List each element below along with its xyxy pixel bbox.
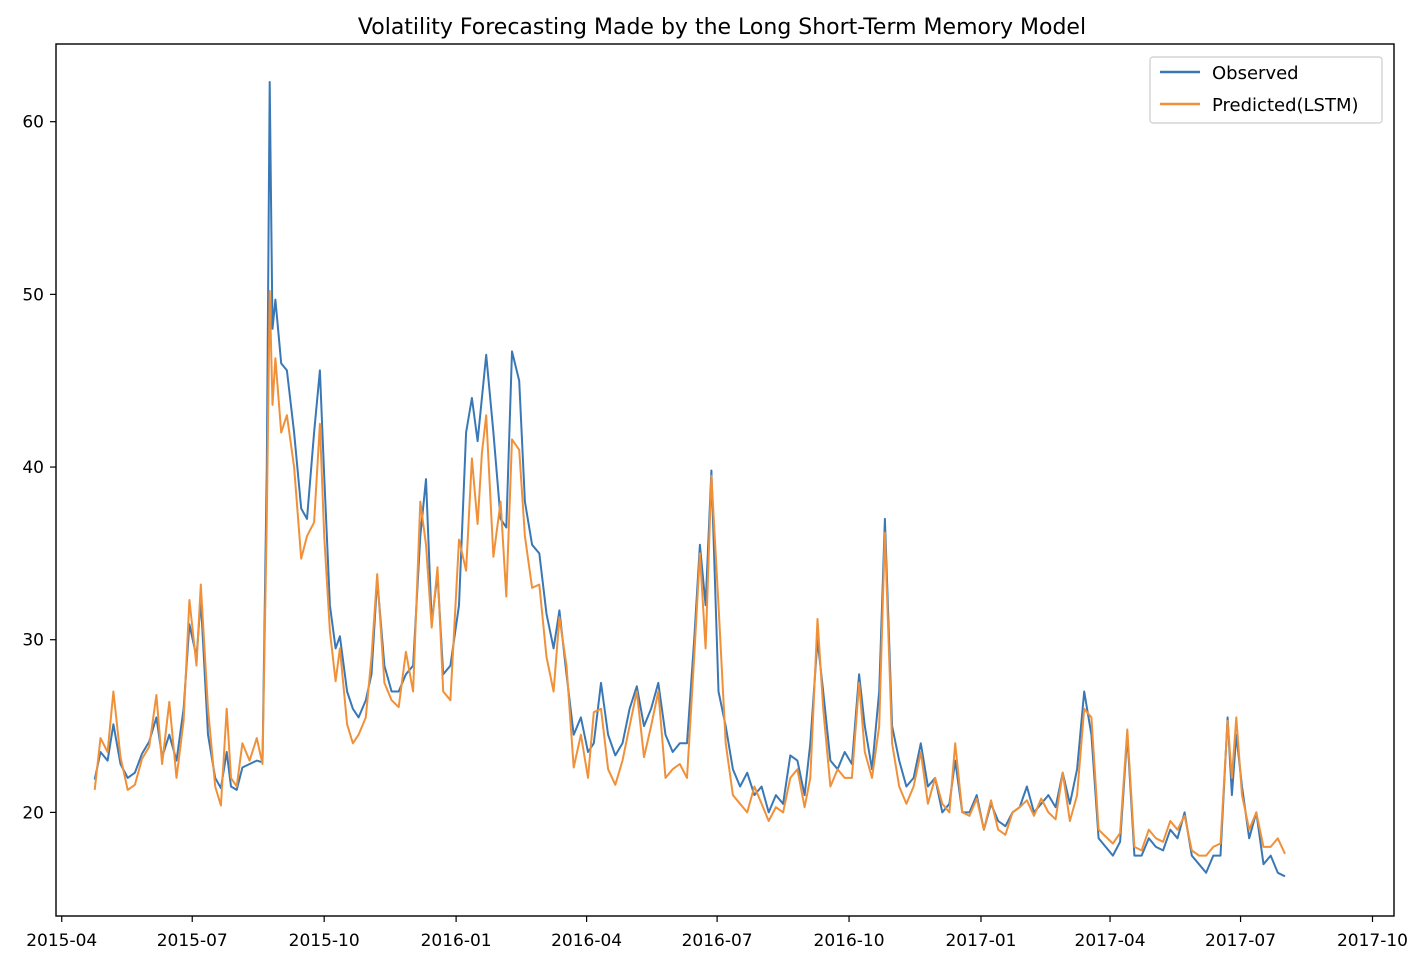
axes: 2015-04 2015-07 2015-10 2016-01 2016-04 2016-… — [22, 113, 1408, 951]
x-tick-label: 2017-10 — [1337, 931, 1408, 951]
x-tick-label: 2016-01 — [421, 931, 492, 951]
legend-label-predicted: Predicted(LSTM) — [1212, 95, 1359, 116]
x-tick-label: 2017-01 — [945, 931, 1016, 951]
series-line-observed — [93, 81, 1286, 878]
chart-title: Volatility Forecasting Made by the Long … — [358, 15, 1086, 40]
y-tick-label: 50 — [22, 285, 44, 305]
plot-area — [93, 81, 1286, 878]
x-tick-label: 2017-07 — [1205, 931, 1276, 951]
y-tick-label: 30 — [22, 631, 44, 651]
y-tick-label: 40 — [22, 458, 44, 478]
x-tick-label: 2015-10 — [289, 931, 360, 951]
y-tick-label: 60 — [22, 113, 44, 133]
legend-box — [1149, 56, 1383, 124]
x-tick-label: 2015-04 — [26, 931, 97, 951]
x-tick-label: 2016-10 — [814, 931, 885, 951]
x-tick-label: 2017-04 — [1075, 931, 1146, 951]
series-line-predicted — [93, 289, 1286, 857]
x-tick-label: 2015-07 — [157, 931, 228, 951]
x-tick-label: 2016-07 — [682, 931, 753, 951]
plot-frame — [55, 43, 1395, 917]
legend-label-observed: Observed — [1212, 63, 1299, 84]
x-tick-label: 2016-04 — [551, 931, 622, 951]
y-tick-label: 20 — [22, 803, 44, 823]
legend: Observed Predicted(LSTM) — [1149, 56, 1383, 124]
